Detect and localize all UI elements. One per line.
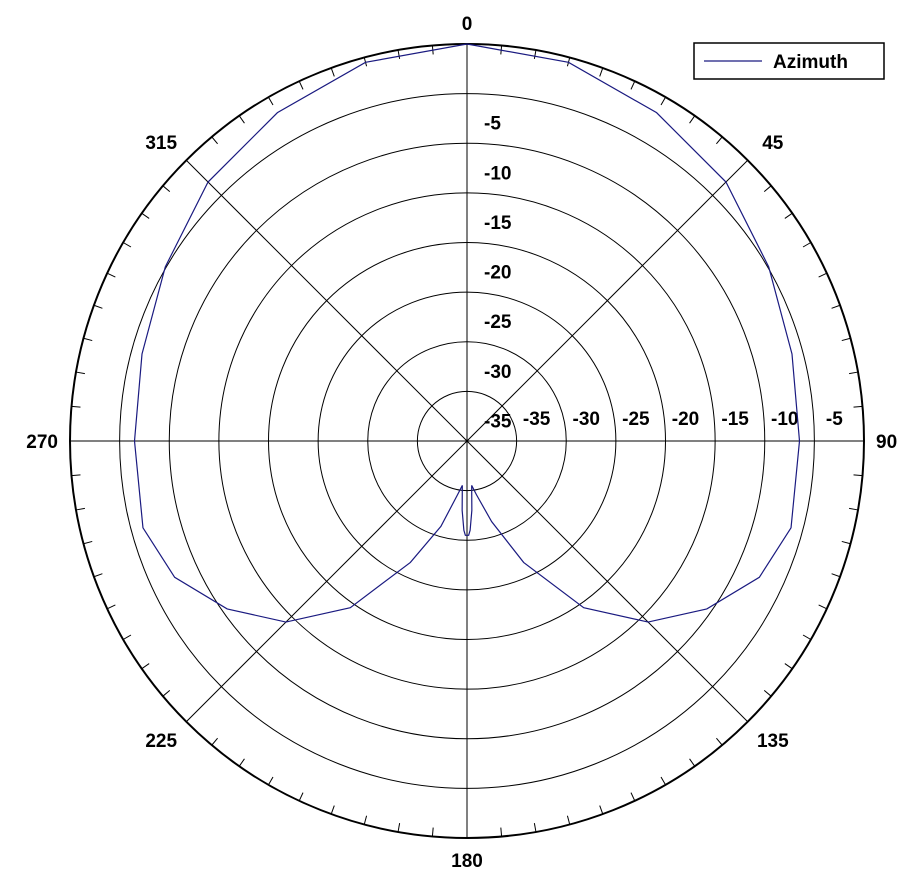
angle-tick (630, 80, 636, 90)
angle-tick (802, 242, 812, 248)
radial-tick-label: -5 (484, 114, 501, 135)
angle-tick (763, 185, 772, 192)
radial-tick-label: -25 (484, 312, 512, 333)
angle-tick-label: 225 (145, 731, 177, 752)
radial-tick-label: -15 (484, 213, 512, 234)
radial-tick-label: -5 (826, 409, 843, 430)
angle-tick (841, 540, 851, 545)
angle-tick (83, 337, 93, 342)
angle-tick (689, 115, 696, 124)
radial-tick-label: -15 (721, 409, 749, 430)
angle-tick (431, 827, 434, 837)
radial-tick-label: -30 (484, 362, 511, 383)
angle-tick (849, 507, 859, 511)
radial-tick-label: -35 (484, 411, 512, 432)
angle-tick-label: 90 (876, 432, 897, 453)
angle-tick (93, 304, 103, 309)
angle-tick (122, 634, 132, 640)
angle-tick (599, 67, 604, 77)
angle-tick (853, 474, 863, 477)
angle-tick (75, 371, 85, 375)
grid-spoke (466, 159, 749, 442)
angle-tick (298, 80, 304, 90)
angle-tick (853, 405, 863, 408)
angle-tick (122, 242, 132, 248)
radial-labels: -5 -5 -10 -10 -15 -15 -20 -20 -25 -25 -30 -30 -35 -35 (484, 114, 843, 433)
angle-tick (330, 67, 335, 77)
angle-tick (363, 815, 368, 825)
angle-tick (841, 337, 851, 342)
angle-tick (716, 136, 723, 145)
legend-label: Azimuth (773, 52, 848, 73)
angle-tick (763, 690, 772, 697)
radial-tick-label: -35 (523, 409, 551, 430)
radial-tick-label: -20 (484, 263, 511, 284)
angle-tick (162, 185, 171, 192)
angle-tick (784, 212, 793, 219)
angle-tick (831, 304, 841, 309)
angle-tick (500, 827, 503, 837)
angle-tick-label: 180 (451, 851, 483, 872)
radial-tick-label: -10 (484, 163, 511, 184)
angle-tick (818, 272, 828, 278)
angle-tick (849, 371, 859, 375)
angle-tick (397, 823, 401, 833)
angle-tick (716, 737, 723, 746)
angle-tick (162, 690, 171, 697)
angle-tick (106, 272, 116, 278)
angle-tick (106, 604, 116, 610)
radial-tick-label: -20 (672, 409, 699, 430)
angle-tick (71, 405, 81, 408)
angle-tick (566, 815, 571, 825)
angle-tick (533, 49, 537, 59)
grid-spoke (466, 440, 749, 723)
angle-tick (141, 663, 150, 670)
angle-tick (533, 823, 537, 833)
angle-tick (660, 776, 666, 786)
angle-tick-label: 270 (26, 432, 58, 453)
angle-tick (599, 805, 604, 815)
angle-tick (630, 792, 636, 802)
angle-tick (238, 758, 245, 767)
angle-labels: 0 45 90 135 180 225 270 315 (26, 14, 897, 872)
angle-tick (268, 776, 274, 786)
angle-tick (802, 634, 812, 640)
angle-tick (689, 758, 696, 767)
angle-tick (211, 737, 218, 746)
radial-tick-label: -30 (573, 409, 600, 430)
angle-tick (238, 115, 245, 124)
legend: Azimuth (693, 42, 885, 80)
grid-spoke (185, 159, 468, 442)
radial-tick-label: -25 (622, 409, 650, 430)
grid-spoke (185, 440, 468, 723)
angle-tick (75, 507, 85, 511)
angle-tick (141, 212, 150, 219)
angle-tick (831, 573, 841, 578)
angle-tick (211, 136, 218, 145)
angle-tick (330, 805, 335, 815)
angle-tick (298, 792, 304, 802)
angle-tick (268, 96, 274, 106)
angle-tick (818, 604, 828, 610)
series-line (133, 43, 801, 623)
polar-grid (69, 43, 865, 839)
angle-tick-label: 0 (462, 14, 473, 35)
angle-tick (784, 663, 793, 670)
angle-tick (93, 573, 103, 578)
angle-tick (397, 49, 401, 59)
angle-tick-label: 315 (145, 133, 177, 154)
radial-tick-label: -10 (771, 409, 798, 430)
angle-tick-label: 135 (757, 731, 789, 752)
angle-tick (71, 474, 81, 477)
series-layer (133, 43, 801, 623)
angle-tick (83, 540, 93, 545)
angle-tick-label: 45 (762, 133, 784, 154)
angle-tick (660, 96, 666, 106)
